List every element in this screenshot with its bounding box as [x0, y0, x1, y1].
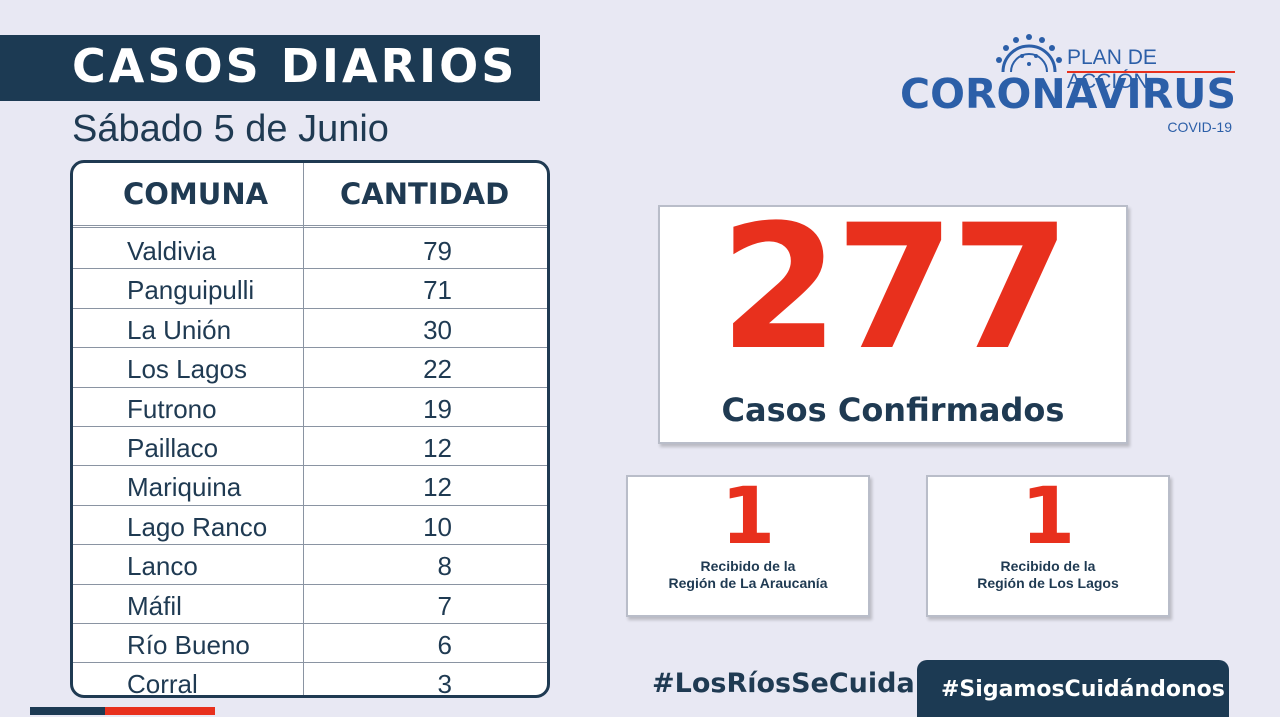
comuna-cell: Corral [127, 669, 198, 698]
comuna-cell: Los Lagos [127, 354, 247, 385]
total-cases-label: Casos Confirmados [721, 391, 1065, 429]
cantidad-cell: 8 [437, 551, 452, 582]
table-body: Valdivia 79 Panguipulli 71 La Unión 30 Los … [73, 230, 547, 698]
received-label: Recibido de la [700, 558, 796, 574]
cantidad-cell: 30 [423, 314, 452, 345]
header-divider [73, 225, 547, 228]
title-banner: CASOS DIARIOS [0, 35, 540, 101]
comuna-cell: Futrono [127, 393, 217, 424]
comuna-cell: Lanco [127, 551, 198, 582]
cantidad-cell: 12 [423, 432, 452, 463]
table-row: La Unión 30 [73, 309, 547, 349]
table-row: Lago Ranco 10 [73, 506, 547, 546]
column-header-comuna: COMUNA [123, 177, 269, 211]
hashtag-los-rios: #LosRíosSeCuida [652, 668, 915, 699]
cantidad-cell: 6 [437, 629, 452, 660]
comuna-cell: Máfil [127, 590, 182, 621]
column-divider [303, 163, 304, 695]
logo-covid-text: COVID-19 [1167, 119, 1232, 135]
received-count: 1 [720, 472, 776, 562]
cantidad-cell: 22 [423, 354, 452, 385]
page-title: CASOS DIARIOS [72, 39, 518, 93]
table-row: Máfil 7 [73, 585, 547, 624]
comuna-cell: Lago Ranco [127, 511, 268, 542]
received-region: Región de Los Lagos [977, 575, 1119, 591]
comuna-cell: Río Bueno [127, 629, 250, 660]
date-subtitle: Sábado 5 de Junio [72, 108, 389, 150]
received-region: Región de La Araucanía [668, 575, 828, 591]
cantidad-cell: 12 [423, 472, 452, 503]
table-row: Los Lagos 22 [73, 348, 547, 388]
cantidad-cell: 71 [423, 275, 452, 306]
cantidad-cell: 3 [437, 669, 452, 698]
footer-stripe-navy [30, 707, 105, 715]
table-row: Mariquina 12 [73, 466, 547, 506]
received-label: Recibido de la [1000, 558, 1096, 574]
cantidad-cell: 10 [423, 511, 452, 542]
comuna-cell: Panguipulli [127, 275, 255, 306]
hashtag-banner: #SigamosCuidándonos [917, 660, 1229, 717]
table-row: Corral 3 [73, 663, 547, 698]
logo-plan-text: PLAN DE ACCIÓN [1067, 46, 1157, 93]
received-los-lagos-card: 1 Recibido de la Región de Los Lagos [926, 472, 1170, 617]
table-row: Valdivia 79 [73, 230, 547, 270]
comuna-cell: Mariquina [127, 472, 242, 503]
comuna-cell: Valdivia [127, 236, 217, 266]
hashtag-sigamos: #SigamosCuidándonos [941, 677, 1225, 702]
virus-icon [996, 34, 1062, 73]
footer-stripe-red [105, 707, 215, 715]
table-row: Panguipulli 71 [73, 269, 547, 309]
table-row: Lanco 8 [73, 545, 547, 585]
table-header: COMUNA CANTIDAD [73, 163, 547, 225]
cantidad-cell: 19 [423, 393, 452, 424]
comuna-cell: La Unión [127, 314, 232, 345]
column-header-cantidad: CANTIDAD [340, 177, 510, 211]
table-row: Río Bueno 6 [73, 624, 547, 664]
logo-divider [1067, 71, 1235, 73]
cantidad-cell: 7 [437, 590, 452, 621]
total-cases-card: 277 Casos Confirmados [658, 187, 1128, 444]
logo-wordmark: CORONAVIRUS [900, 70, 1237, 118]
cases-table: COMUNA CANTIDAD Valdivia 79 Panguipulli 71… [70, 160, 550, 698]
table-row: Futrono 19 [73, 388, 547, 427]
received-araucania-card: 1 Recibido de la Región de La Araucanía [626, 472, 870, 617]
table-row: Paillaco 12 [73, 427, 547, 467]
coronavirus-logo: PLAN DE ACCIÓN CORONAVIRUS COVID-19 [895, 30, 1240, 140]
total-cases-number: 277 [719, 187, 1070, 388]
received-count: 1 [1020, 472, 1076, 562]
comuna-cell: Paillaco [127, 432, 219, 463]
cantidad-cell: 79 [423, 236, 452, 266]
